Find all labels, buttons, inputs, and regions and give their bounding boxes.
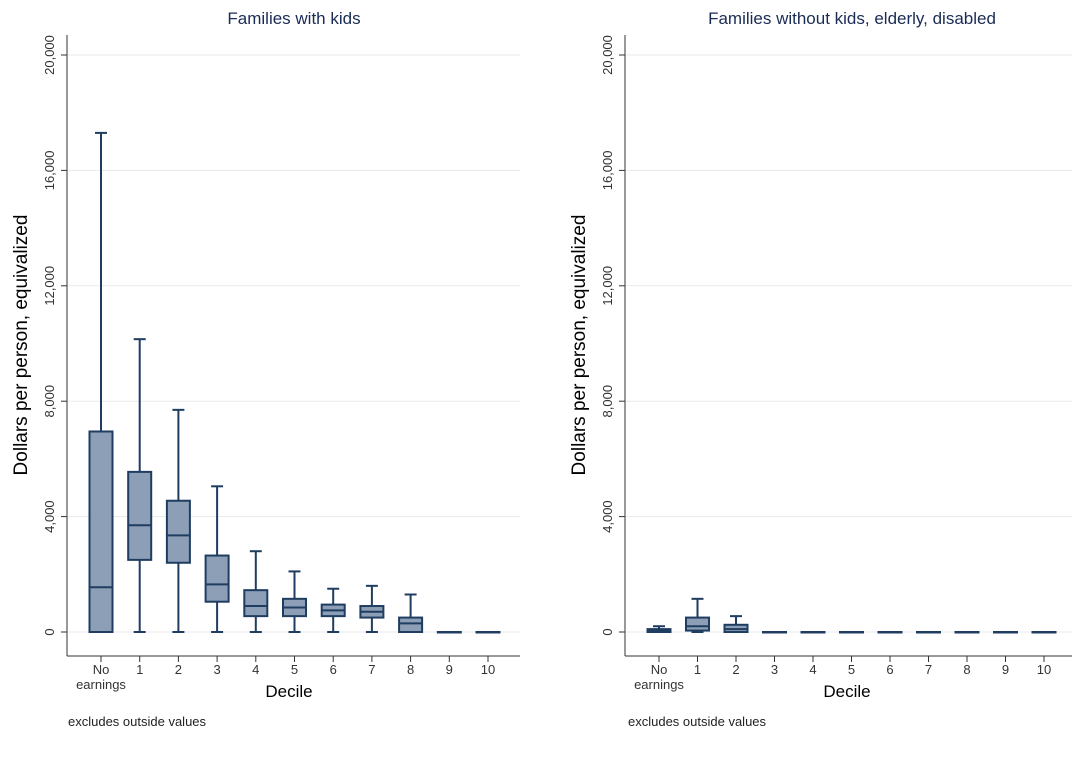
iqr-box (127, 470, 153, 561)
box-no-earnings (646, 625, 672, 633)
y-tick-label: 4,000 (42, 500, 57, 533)
y-tick-label: 20,000 (600, 35, 615, 75)
x-tick-label: 2 (175, 662, 182, 677)
box-1 (127, 338, 153, 633)
x-tick-label: 9 (446, 662, 453, 677)
x-tick-label: 3 (213, 662, 220, 677)
x-tick-label: 5 (291, 662, 298, 677)
chart-title: Families with kids (227, 9, 360, 28)
y-tick-label: 16,000 (42, 151, 57, 191)
box-2 (165, 408, 191, 633)
x-tick-label: 5 (848, 662, 855, 677)
x-tick-label: 6 (886, 662, 893, 677)
iqr-box (88, 430, 114, 633)
y-tick-label: 20,000 (42, 35, 57, 75)
x-tick-label: 4 (809, 662, 816, 677)
x-tick-label: 1 (136, 662, 143, 677)
y-axis-label: Dollars per person, equivalized (11, 215, 32, 476)
panel-families-with-kids: Families with kids Dollars per person, e… (11, 9, 520, 729)
y-tick-label: 8,000 (42, 385, 57, 418)
x-tick-label: 3 (771, 662, 778, 677)
x-tick-label: No earnings (76, 662, 126, 692)
iqr-box (243, 589, 269, 618)
x-tick-label: 1 (694, 662, 701, 677)
panel-families-without-kids: Families without kids, elderly, disabled… (569, 9, 1072, 729)
x-tick-label: 7 (368, 662, 375, 677)
x-axis-label: Decile (265, 682, 312, 701)
chart-note: excludes outside values (628, 714, 767, 729)
x-tick-label: 9 (1002, 662, 1009, 677)
box-no-earnings (88, 131, 114, 633)
y-tick-label: 12,000 (42, 266, 57, 306)
box-2 (723, 615, 749, 633)
box-7 (916, 631, 941, 634)
y-tick-label: 8,000 (600, 385, 615, 418)
box-8 (398, 593, 424, 634)
chart-title: Families without kids, elderly, disabled (708, 9, 996, 28)
box-3 (762, 631, 787, 634)
x-tick-label: 8 (963, 662, 970, 677)
box-6 (320, 587, 346, 633)
box-4 (800, 631, 826, 634)
x-tick-label: 7 (925, 662, 932, 677)
y-tick-label: 0 (42, 628, 57, 635)
box-7 (359, 584, 385, 633)
box-3 (204, 485, 230, 633)
x-tick-label: 8 (407, 662, 414, 677)
box-5 (282, 570, 307, 633)
x-tick-label: 4 (252, 662, 259, 677)
iqr-box (685, 616, 710, 632)
y-tick-label: 16,000 (600, 151, 615, 191)
chart-note: excludes outside values (68, 714, 207, 729)
x-tick-label: 10 (481, 662, 495, 677)
box-9 (436, 631, 462, 634)
y-axis-label: Dollars per person, equivalized (569, 215, 590, 476)
x-tick-label: 2 (732, 662, 739, 677)
y-tick-label: 0 (600, 628, 615, 635)
box-1 (685, 597, 710, 633)
box-4 (243, 550, 269, 633)
iqr-box (204, 554, 230, 603)
iqr-box (165, 499, 191, 564)
x-tick-label: 10 (1037, 662, 1051, 677)
y-tick-label: 12,000 (600, 266, 615, 306)
box-9 (993, 631, 1018, 634)
box-8 (954, 631, 980, 634)
iqr-box (398, 616, 424, 634)
x-tick-label: 6 (330, 662, 337, 677)
x-axis-label: Decile (823, 682, 870, 701)
box-6 (877, 631, 903, 634)
box-5 (839, 631, 864, 634)
y-tick-label: 4,000 (600, 500, 615, 533)
x-tick-label: No earnings (634, 662, 684, 692)
box-10 (1031, 631, 1057, 634)
box-10 (475, 631, 501, 634)
